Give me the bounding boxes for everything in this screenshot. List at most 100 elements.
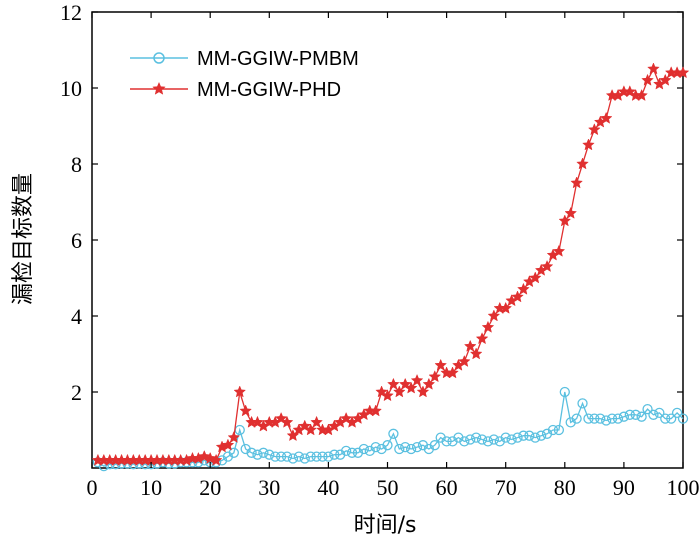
legend-label-pmbm: MM-GGIW-PMBM [197,48,359,70]
data-point [636,411,647,422]
data-point [429,440,440,451]
data-point [465,434,476,445]
data-point [552,244,566,257]
data-point [583,413,594,424]
data-point [577,398,588,409]
data-point [666,413,677,424]
data-point [280,415,294,428]
data-point [571,413,582,424]
y-tick-label: 4 [71,304,82,329]
data-point [589,413,600,424]
data-point [630,409,641,420]
data-point [647,62,660,75]
x-tick-label: 70 [495,475,517,500]
data-point [422,377,436,390]
legend-marker-phd [152,81,166,95]
data-point [381,389,394,402]
x-tick-label: 30 [258,475,280,500]
data-point [382,440,393,451]
data-point [488,434,500,445]
data-point [258,447,269,458]
data-point [642,403,653,415]
data-point [475,332,489,345]
data-point [209,453,223,466]
y-tick-label: 10 [60,76,82,101]
data-point [228,447,239,458]
y-tick-label: 2 [71,380,82,405]
x-tick-label: 20 [199,475,221,500]
data-point [287,453,299,464]
data-point [370,441,381,453]
data-point [310,415,323,428]
data-point [481,320,495,333]
data-point [358,443,370,455]
data-point [500,432,511,443]
data-point [618,411,630,422]
data-point [275,451,287,462]
data-point [270,451,281,462]
y-tick-label: 6 [71,228,82,253]
data-point [517,282,530,295]
data-point [387,377,400,390]
data-point [558,214,572,227]
data-point [323,451,334,462]
tick-layer: 0 10 20 30 40 50 60 70 80 90 100 2 4 6 8 10 12 [60,0,700,500]
data-point [392,385,406,398]
data-point [482,436,494,447]
data-point [329,449,340,460]
x-tick-label: 0 [87,475,98,500]
data-point [299,453,310,464]
data-point [641,73,654,86]
data-point [570,176,583,189]
data-point [553,424,565,436]
data-point [293,451,305,462]
data-point [599,111,613,124]
data-point [547,424,559,436]
data-point [635,88,648,101]
plot-frame [91,11,684,469]
data-point [311,451,322,462]
data-point [441,436,452,447]
data-point [528,271,542,284]
series-line [97,391,684,467]
data-point [512,432,523,443]
data-point [601,415,612,426]
data-point [588,123,601,136]
y-axis-title: 漏检目标数量 [11,173,36,305]
x-tick-label: 40 [317,475,339,500]
data-point [239,404,252,417]
data-point [499,301,513,314]
data-point [246,447,257,458]
x-tick-label: 100 [667,475,700,500]
legend-marker-pmbm [153,52,165,64]
data-point [487,309,501,322]
data-point [530,432,541,443]
data-point [369,404,383,417]
data-point [281,451,293,462]
data-point [416,385,430,398]
data-point [457,354,471,367]
legend: MM-GGIW-PMBM MM-GGIW-PHD [130,48,359,101]
data-point [317,451,328,462]
data-point [624,409,635,420]
data-point [394,443,405,455]
data-point [518,430,529,441]
x-tick-label: 50 [377,475,399,500]
data-point [340,445,352,457]
star-icon [152,81,166,95]
y-tick-label: 12 [60,0,82,25]
y-tick-label: 8 [71,152,82,177]
data-point [576,157,589,170]
data-point [606,413,618,424]
data-point [658,73,672,86]
x-tick-label: 10 [140,475,162,500]
data-point [540,259,554,272]
plot-border [91,11,684,469]
data-point [405,443,417,455]
data-point [648,409,659,420]
data-point [470,432,482,443]
data-point [671,407,683,419]
x-tick-label: 90 [613,475,635,500]
data-point [559,386,570,398]
